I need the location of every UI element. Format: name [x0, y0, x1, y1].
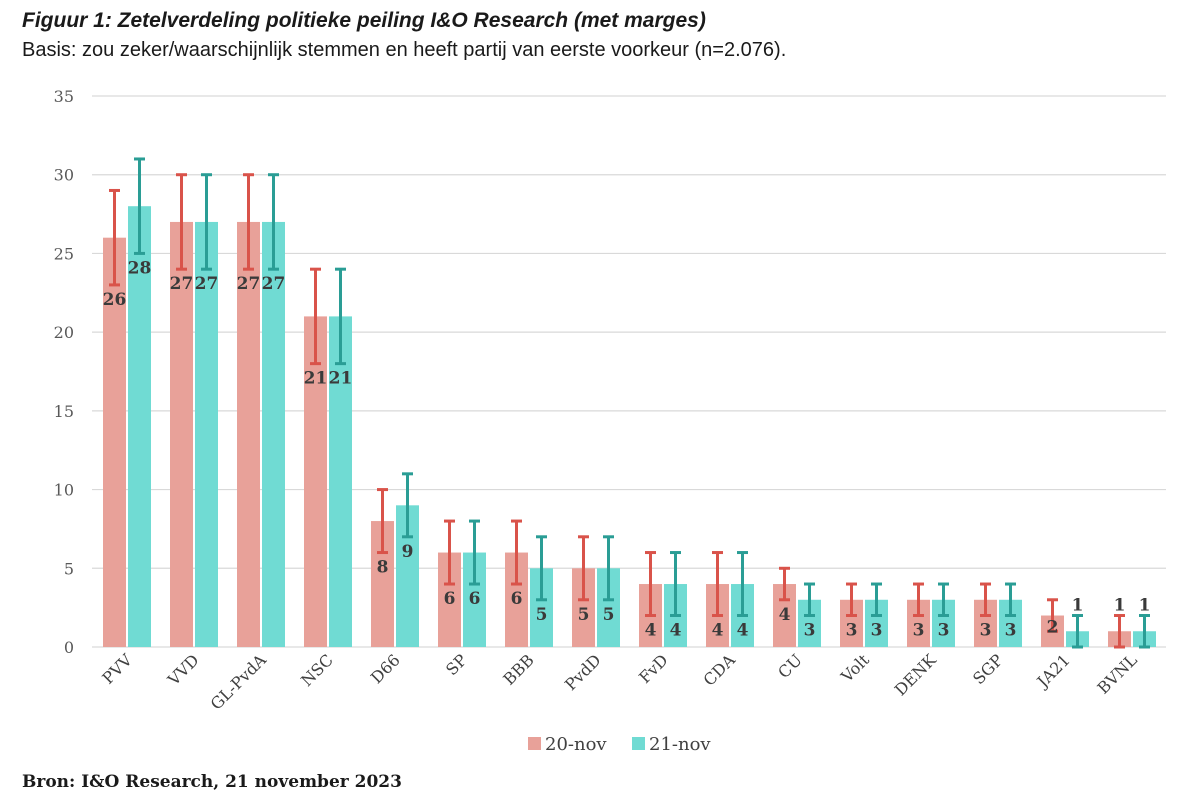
x-category-label: BVNL	[1093, 650, 1141, 698]
data-label: 3	[938, 621, 950, 641]
bar-21-nov	[798, 599, 821, 647]
legend: 20-nov 21-nov	[528, 734, 711, 755]
data-label: 27	[195, 274, 219, 294]
x-category-label: CU	[774, 650, 806, 682]
bar-20-nov	[907, 599, 930, 647]
bar-21-nov	[597, 568, 620, 647]
data-label: 6	[444, 589, 456, 609]
legend-swatch-21-nov	[632, 737, 645, 750]
data-label: 28	[128, 258, 152, 278]
y-tick-label: 35	[54, 87, 74, 106]
bars	[103, 206, 1156, 647]
x-category-label: JA21	[1032, 650, 1074, 692]
data-label: 1	[1072, 596, 1084, 616]
x-category-label: SGP	[969, 650, 1007, 688]
data-label: 4	[712, 621, 724, 641]
data-label: 27	[170, 274, 194, 294]
error-bars	[109, 157, 1150, 649]
y-tick-label: 10	[54, 481, 74, 500]
data-label: 3	[1005, 621, 1017, 641]
y-tick-label: 30	[54, 166, 74, 185]
data-label: 4	[670, 621, 682, 641]
x-category-label: BBB	[499, 650, 537, 688]
x-category-label: NSC	[297, 650, 337, 690]
x-category-label: FvD	[635, 650, 672, 687]
bar-20-nov	[103, 237, 126, 647]
x-category-label: VVD	[163, 650, 203, 690]
legend-swatch-20-nov	[528, 737, 541, 750]
bar-20-nov	[304, 316, 327, 647]
bar-20-nov	[840, 599, 863, 647]
bar-21-nov	[530, 568, 553, 647]
legend-label: 20-nov	[545, 734, 607, 755]
chart-title: Figuur 1: Zetelverdeling politieke peili…	[22, 9, 706, 32]
source-note: Bron: I&O Research, 21 november 2023	[22, 772, 402, 792]
bar-20-nov	[438, 552, 461, 647]
data-label: 5	[603, 605, 615, 625]
data-label: 3	[804, 621, 816, 641]
x-category-label: CDA	[699, 650, 739, 690]
y-tick-label: 20	[54, 323, 74, 342]
data-label: 5	[578, 605, 590, 625]
bar-21-nov	[396, 505, 419, 647]
bar-21-nov	[932, 599, 955, 647]
data-label: 3	[871, 621, 883, 641]
data-label: 9	[402, 542, 414, 562]
bar-20-nov	[773, 584, 796, 647]
data-label: 6	[469, 589, 481, 609]
y-tick-label: 5	[64, 559, 74, 578]
x-category-label: PvdD	[561, 650, 605, 694]
data-label: 4	[779, 605, 791, 625]
data-label: 27	[237, 274, 261, 294]
data-label: 26	[103, 290, 127, 310]
bar-21-nov	[999, 599, 1022, 647]
bar-21-nov	[128, 206, 151, 647]
bar-21-nov	[329, 316, 352, 647]
bar-20-nov	[170, 221, 193, 647]
bar-21-nov	[195, 221, 218, 647]
x-category-label: DENK	[891, 650, 941, 700]
bar-20-nov	[974, 599, 997, 647]
data-label: 6	[511, 589, 523, 609]
data-label: 4	[645, 621, 657, 641]
bar-21-nov	[262, 221, 285, 647]
x-category-label: PVV	[98, 650, 136, 688]
data-label: 4	[737, 621, 749, 641]
data-label: 27	[262, 274, 286, 294]
x-category-label: GL-PvdA	[207, 650, 271, 714]
data-label: 21	[329, 369, 353, 389]
x-category-label: SP	[442, 650, 471, 679]
x-axis-categories: PVV VVD GL-PvdA NSC D66 SP BBB PvdD FvD CDA CU Volt…	[98, 650, 1141, 714]
x-category-label: D66	[367, 650, 404, 687]
bar-21-nov	[865, 599, 888, 647]
data-label: 1	[1139, 596, 1151, 616]
legend-label: 21-nov	[649, 734, 711, 755]
data-label: 3	[913, 621, 925, 641]
data-label: 2	[1047, 618, 1059, 638]
data-label: 3	[846, 621, 858, 641]
data-label: 8	[377, 558, 389, 578]
y-tick-label: 0	[64, 638, 74, 657]
data-label: 1	[1114, 596, 1126, 616]
data-label: 21	[304, 369, 328, 389]
y-axis-ticks: 0 5 10 15 20 25 30 35	[54, 87, 74, 657]
bar-20-nov	[237, 221, 260, 647]
chart-subtitle: Basis: zou zeker/waarschijnlijk stemmen …	[22, 39, 787, 61]
data-label: 5	[536, 605, 548, 625]
x-category-label: Volt	[837, 650, 874, 687]
bar-20-nov	[371, 521, 394, 647]
bar-20-nov	[572, 568, 595, 647]
bar-20-nov	[505, 552, 528, 647]
bar-21-nov	[463, 552, 486, 647]
y-tick-label: 15	[54, 402, 74, 421]
data-label: 3	[980, 621, 992, 641]
y-tick-label: 25	[54, 244, 74, 263]
